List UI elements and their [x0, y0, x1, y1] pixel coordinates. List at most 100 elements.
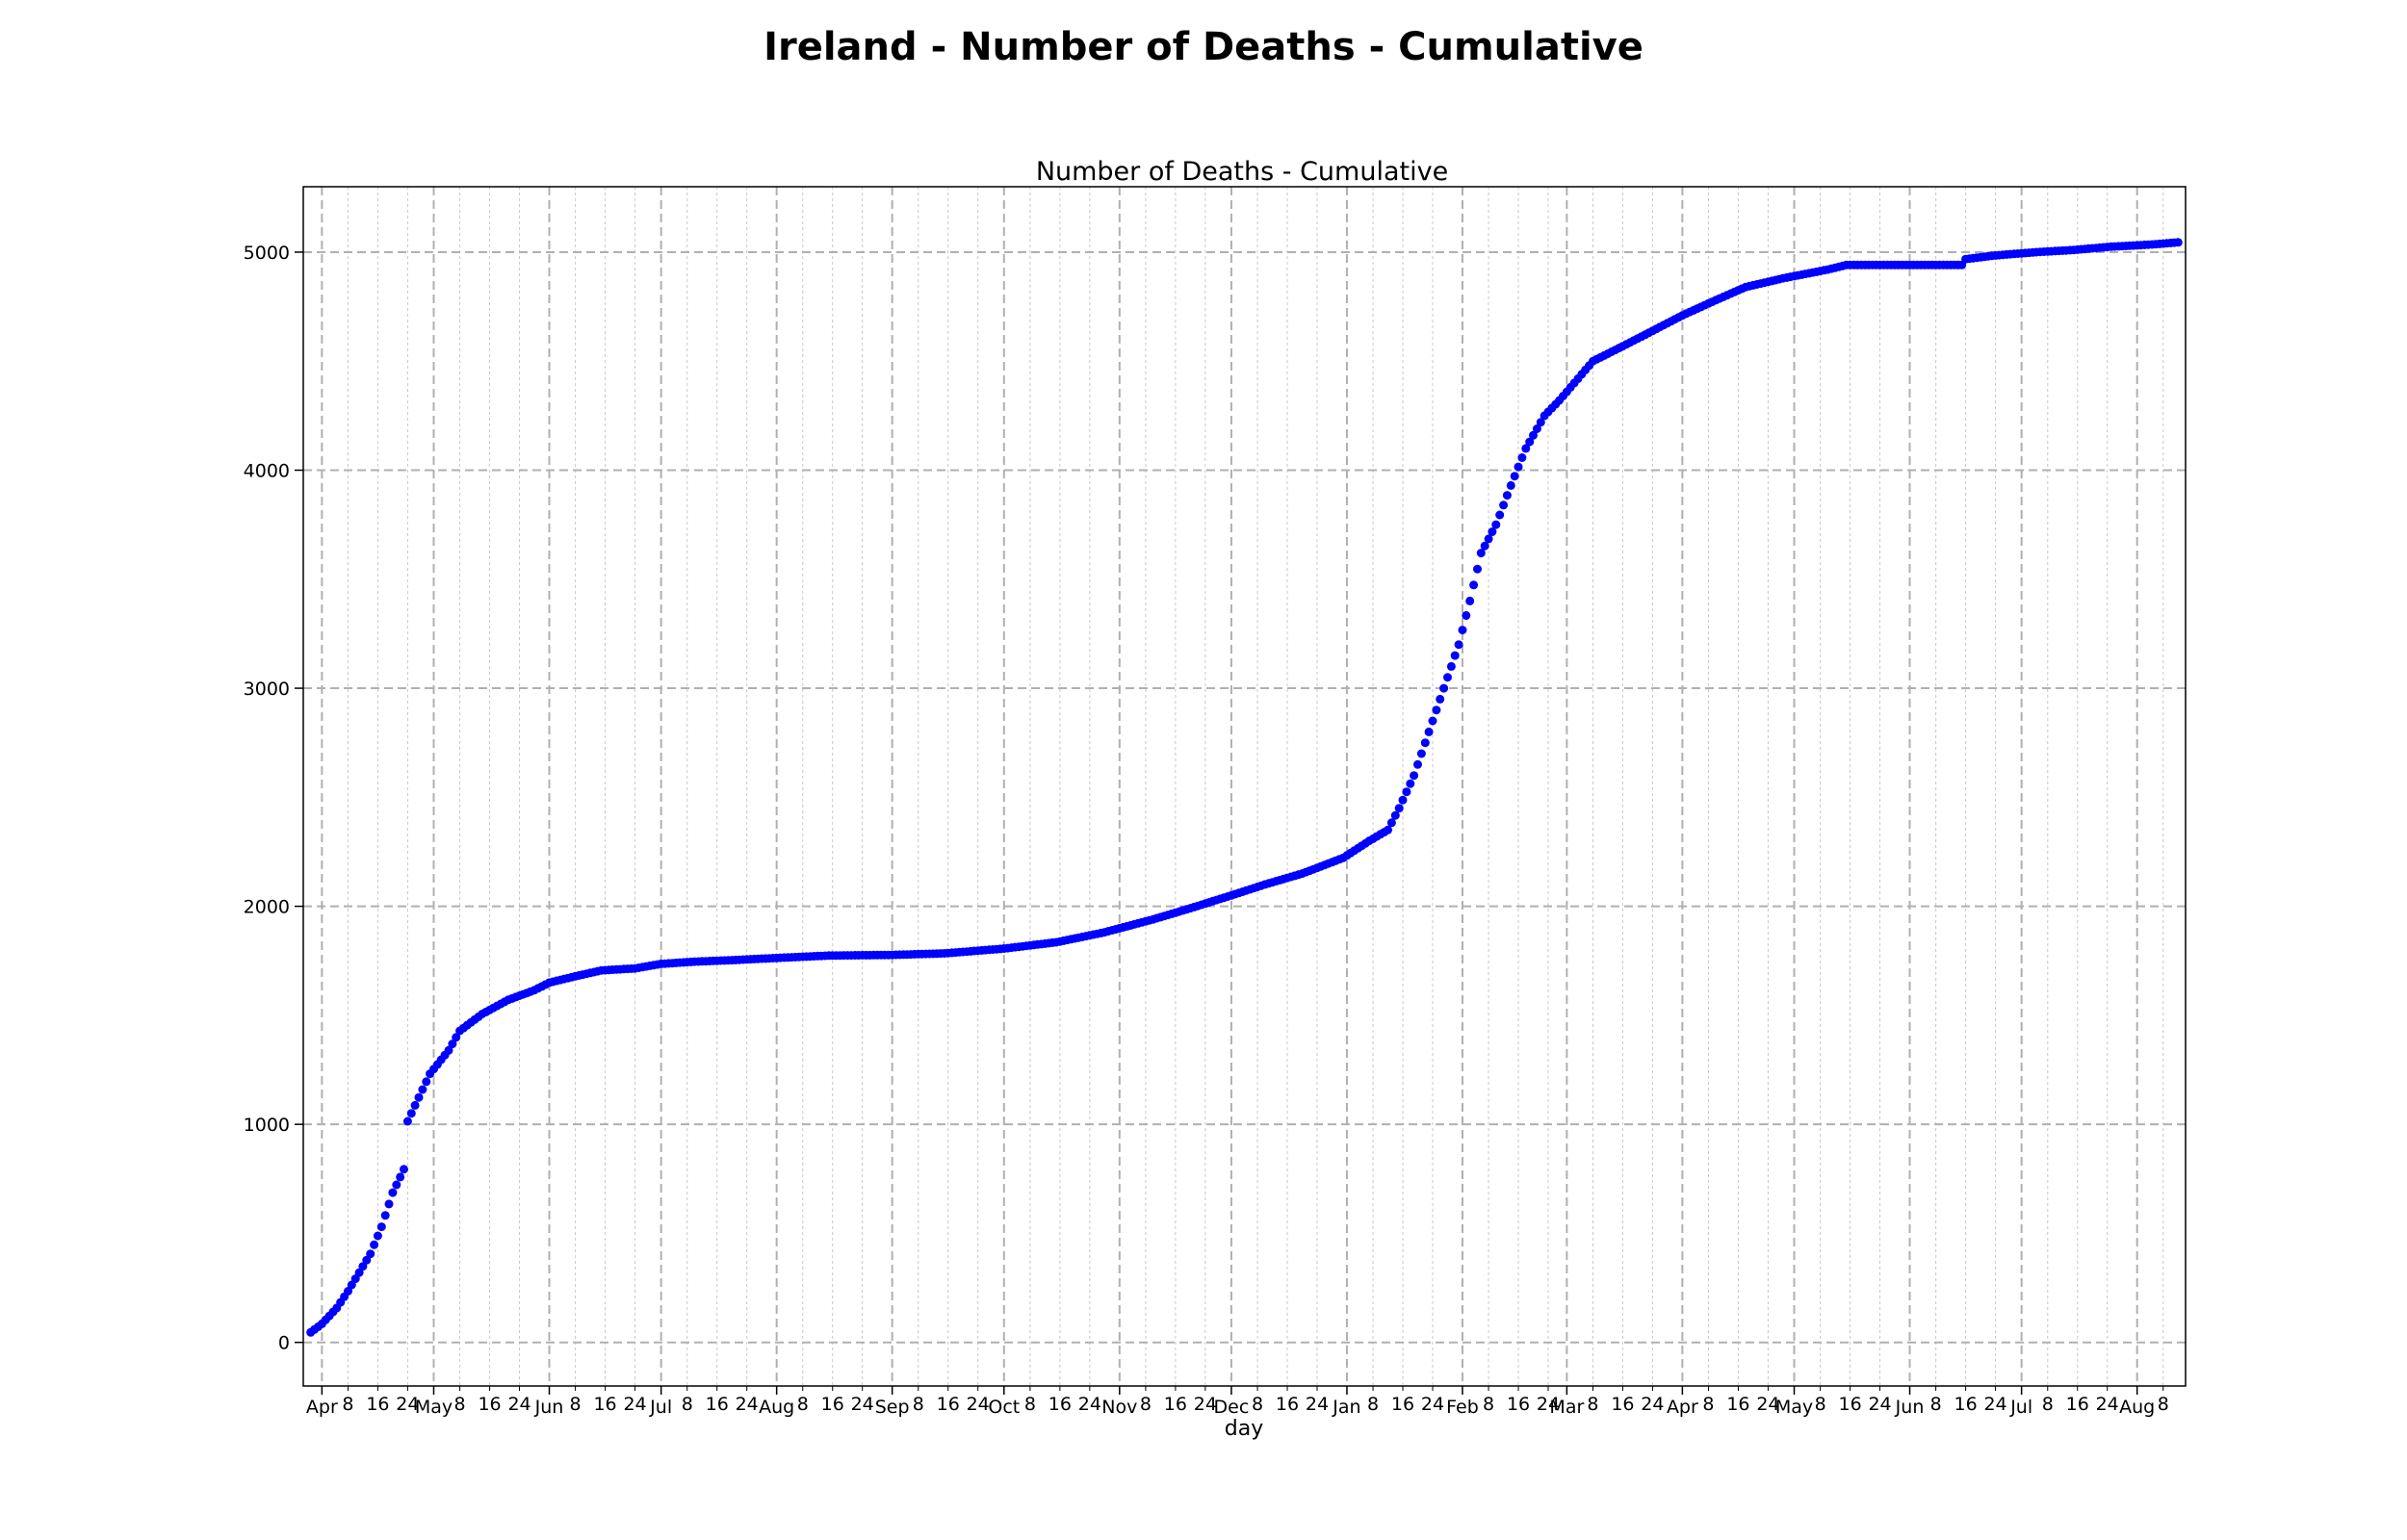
x-minor-tick-label: 16	[821, 1394, 844, 1415]
data-point	[1510, 472, 1519, 481]
data-point	[1424, 727, 1434, 736]
data-point	[380, 1211, 390, 1220]
data-point	[1529, 430, 1538, 440]
x-minor-tick-label: 24	[396, 1394, 419, 1415]
x-major-tick-label: Jan	[1332, 1397, 1360, 1418]
x-major-tick-label: Mar	[1549, 1397, 1584, 1418]
data-point	[392, 1180, 401, 1190]
x-minor-tick-label: 24	[1078, 1394, 1101, 1415]
x-minor-tick-label: 16	[1048, 1394, 1072, 1415]
x-minor-tick-label: 8	[2042, 1394, 2054, 1415]
x-minor-tick-label: 16	[706, 1394, 729, 1415]
data-point	[1390, 810, 1400, 820]
data-point	[1462, 611, 1471, 620]
x-major-tick-label: Jun	[534, 1397, 564, 1418]
x-minor-tick-label: 16	[1726, 1394, 1749, 1415]
x-minor-tick-label: 16	[478, 1394, 501, 1415]
data-point	[1536, 418, 1545, 427]
x-minor-tick-label: 8	[1815, 1394, 1826, 1415]
data-point	[1458, 626, 1467, 635]
x-major-tick-label: Jul	[2009, 1397, 2032, 1418]
data-point	[362, 1255, 372, 1265]
x-major-tick-label: Feb	[1446, 1397, 1479, 1418]
x-minor-tick-label: 24	[1537, 1394, 1560, 1415]
data-point	[1499, 500, 1509, 510]
data-point	[1416, 749, 1426, 758]
data-point	[402, 1116, 412, 1126]
y-tick-label: 2000	[244, 897, 290, 918]
data-point	[1514, 462, 1523, 472]
x-major-tick-label: May	[415, 1397, 453, 1418]
data-point	[1454, 640, 1463, 650]
y-tick-label: 0	[278, 1333, 290, 1354]
x-minor-tick-label: 24	[1756, 1394, 1779, 1415]
data-point	[1398, 795, 1408, 805]
data-point	[1469, 580, 1479, 590]
data-point	[373, 1231, 382, 1241]
data-point	[1384, 825, 1392, 834]
x-minor-tick-label: 8	[2158, 1394, 2169, 1415]
x-minor-tick-label: 8	[913, 1394, 924, 1415]
x-minor-tick-label: 8	[1483, 1394, 1494, 1415]
data-point	[1480, 541, 1489, 551]
data-point	[1532, 424, 1541, 433]
x-minor-tick-label: 8	[570, 1394, 582, 1415]
x-minor-tick-label: 16	[1954, 1394, 1978, 1415]
x-minor-tick-label: 24	[736, 1394, 759, 1415]
y-tick-label: 4000	[244, 461, 290, 482]
x-minor-tick-label: 24	[2096, 1394, 2119, 1415]
x-minor-tick-label: 8	[1024, 1394, 1036, 1415]
x-major-tick-label: Dec	[1214, 1397, 1250, 1418]
data-point	[1521, 444, 1531, 453]
x-minor-tick-label: 24	[1983, 1394, 2006, 1415]
x-minor-tick-label: 16	[1507, 1394, 1530, 1415]
y-axis: 0 1000 2000 3000 4000 5000	[244, 243, 303, 1354]
y-tick-label: 1000	[244, 1115, 290, 1136]
data-point	[1386, 818, 1396, 828]
x-minor-tick-label: 16	[2066, 1394, 2089, 1415]
x-minor-tick-label: 8	[342, 1394, 353, 1415]
data-point	[448, 1040, 457, 1049]
data-point	[396, 1172, 405, 1182]
data-point	[1517, 453, 1527, 462]
x-minor-tick-label: 16	[937, 1394, 960, 1415]
data-point	[358, 1262, 368, 1271]
x-minor-tick-label: 8	[1930, 1394, 1942, 1415]
data-point	[1488, 527, 1497, 536]
data-point	[1420, 738, 1430, 748]
data-point	[1443, 673, 1452, 682]
x-minor-tick-label: 24	[1641, 1394, 1664, 1415]
data-point	[1473, 564, 1482, 574]
x-minor-tick-label: 24	[1306, 1394, 1329, 1415]
data-point	[1502, 491, 1512, 500]
x-minor-tick-label: 8	[682, 1394, 693, 1415]
data-point	[1476, 549, 1486, 558]
x-minor-tick-label: 16	[366, 1394, 389, 1415]
data-point	[418, 1085, 427, 1094]
x-minor-tick-label: 24	[967, 1394, 990, 1415]
x-major-tick-label: Nov	[1101, 1397, 1137, 1418]
data-point	[1491, 520, 1501, 529]
x-minor-tick-label: 16	[593, 1394, 616, 1415]
x-minor-tick-label: 8	[1702, 1394, 1714, 1415]
x-major-tick-label: Jul	[649, 1397, 672, 1418]
x-minor-tick-label: 8	[1252, 1394, 1263, 1415]
figure-title: Ireland - Number of Deaths - Cumulative	[764, 25, 1643, 69]
data-point	[1450, 651, 1460, 660]
data-point	[1465, 596, 1475, 605]
x-major-tick-label: May	[1775, 1397, 1813, 1418]
data-point	[1436, 694, 1445, 704]
x-minor-tick-label: 24	[623, 1394, 646, 1415]
data-point	[1406, 779, 1415, 788]
data-point	[406, 1109, 416, 1118]
data-point	[1428, 716, 1437, 726]
data-point	[400, 1165, 408, 1174]
data-point	[1432, 706, 1441, 715]
data-point	[1525, 437, 1535, 447]
minor-gridlines	[347, 187, 2164, 1386]
data-point	[1484, 534, 1493, 544]
x-minor-tick-label: 24	[1194, 1394, 1217, 1415]
data-point	[410, 1100, 420, 1110]
data-points	[306, 238, 2183, 1337]
x-minor-tick-label: 16	[1838, 1394, 1861, 1415]
